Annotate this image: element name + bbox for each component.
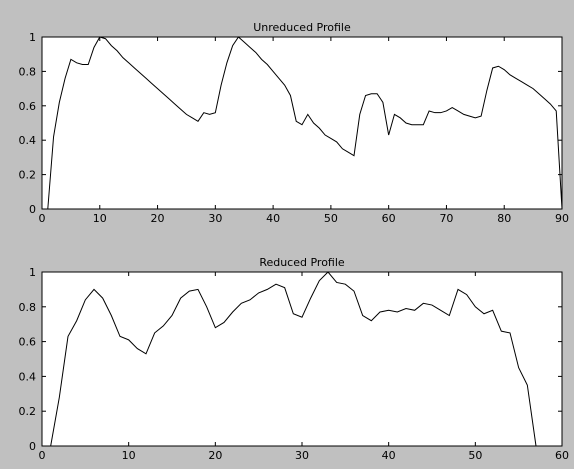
y-tick-label: 0.6	[19, 100, 37, 113]
y-tick-label: 0.8	[19, 301, 37, 314]
x-tick-label: 40	[382, 449, 396, 462]
y-tick-label: 0.2	[19, 169, 37, 182]
x-tick-label: 20	[208, 449, 222, 462]
y-tick-label: 0.8	[19, 65, 37, 78]
x-tick-label: 0	[39, 212, 46, 225]
chart-panel-2: Reduced Profile 0 10 20 30 40 50 60 0 0.2 0.4 0.6 0.…	[19, 256, 570, 462]
series-line-1	[47, 36, 563, 210]
x-tick-label: 10	[122, 449, 136, 462]
plot-area	[41, 36, 563, 210]
y-tick-label: 0.6	[19, 336, 37, 349]
x-tick-label: 60	[555, 449, 569, 462]
plot-area	[41, 271, 563, 447]
chart-title: Reduced Profile	[259, 256, 345, 269]
x-tick-label: 70	[439, 212, 453, 225]
x-tick-label: 30	[295, 449, 309, 462]
y-tick-label: 0.4	[19, 370, 37, 383]
y-tick-label: 0.2	[19, 405, 37, 418]
chart-title: Unreduced Profile	[253, 21, 351, 34]
x-tick-label: 20	[151, 212, 165, 225]
x-tick-label: 0	[39, 449, 46, 462]
x-tick-label: 60	[382, 212, 396, 225]
y-tick-label: 0	[29, 440, 36, 453]
y-tick-label: 1	[29, 266, 36, 279]
x-tick-label: 40	[266, 212, 280, 225]
x-tick-label: 50	[324, 212, 338, 225]
y-tick-label: 0.4	[19, 134, 37, 147]
chart-panel-1: Unreduced Profile 0 10 20 30 40 50 60 70 80 90 0 0.2…	[19, 21, 570, 225]
x-tick-label: 80	[497, 212, 511, 225]
y-tick-label: 1	[29, 31, 36, 44]
x-tick-label: 30	[208, 212, 222, 225]
x-tick-label: 90	[555, 212, 569, 225]
x-tick-label: 50	[468, 449, 482, 462]
series-line-1	[50, 271, 537, 447]
x-tick-label: 10	[93, 212, 107, 225]
y-tick-label: 0	[29, 203, 36, 216]
